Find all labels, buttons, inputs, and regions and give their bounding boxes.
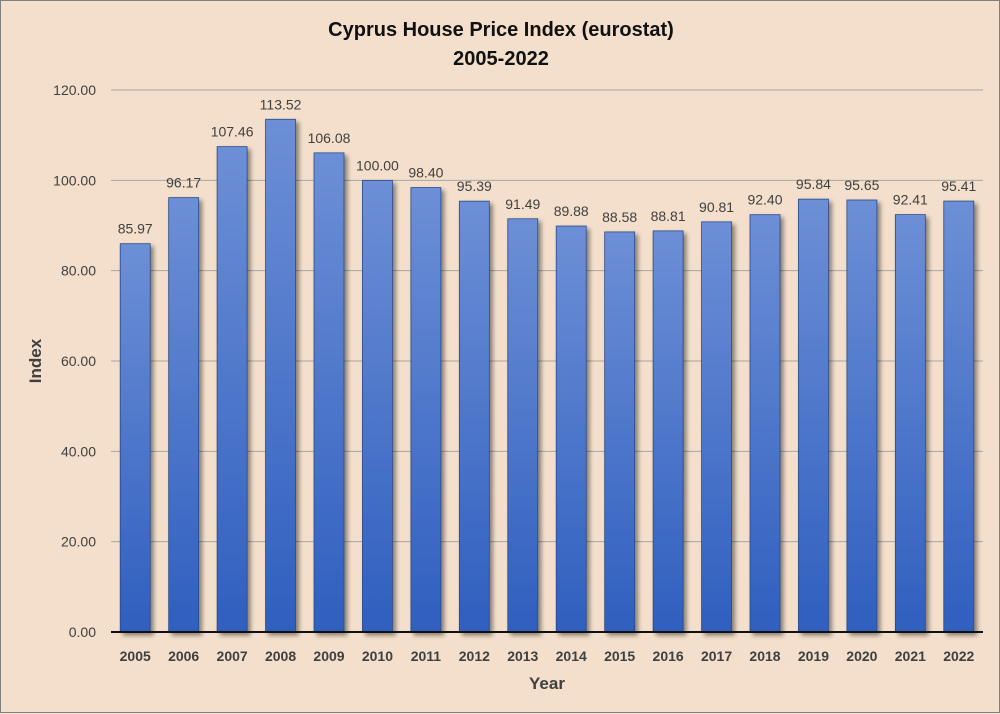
data-label-2021: 92.41 (893, 192, 928, 208)
data-label-2022: 95.41 (941, 178, 976, 194)
bar-2014 (555, 225, 587, 633)
x-axis-ticks: 2005 2006 2007 2008 2009 2010 2011 2012 2013 2014… (120, 648, 975, 664)
data-label-2011: 98.40 (408, 165, 443, 181)
bar-2013 (507, 218, 539, 633)
bar-2021 (894, 214, 926, 633)
y-axis-title: Index (26, 338, 45, 383)
x-tick-label-2015: 2015 (604, 648, 635, 664)
x-tick-label-2019: 2019 (798, 648, 829, 664)
data-label-2008: 113.52 (260, 96, 302, 112)
x-tick-label-2007: 2007 (217, 648, 248, 664)
data-label-2012: 95.39 (457, 178, 492, 194)
chart-subtitle: 2005-2022 (453, 48, 549, 70)
data-labels: 85.97 96.17 107.46 113.52 106.08 100.00 98.40 9… (118, 96, 977, 236)
bar-2011 (410, 187, 442, 633)
data-label-2018: 92.40 (747, 192, 782, 208)
bars (119, 118, 975, 633)
y-tick-label: 40.00 (61, 443, 96, 459)
bar-2016 (652, 230, 684, 633)
y-tick-label: 120.00 (53, 82, 96, 98)
data-label-2017: 90.81 (699, 199, 734, 215)
x-tick-label-2009: 2009 (313, 648, 344, 664)
bar-2015 (604, 231, 636, 633)
x-tick-label-2018: 2018 (749, 648, 780, 664)
x-tick-label-2016: 2016 (653, 648, 684, 664)
x-tick-label-2006: 2006 (168, 648, 199, 664)
data-label-2015: 88.58 (602, 209, 637, 225)
x-tick-label-2011: 2011 (411, 648, 442, 664)
data-label-2007: 107.46 (211, 124, 254, 140)
x-tick-label-2020: 2020 (846, 648, 877, 664)
bar-2012 (458, 200, 490, 633)
y-tick-label: 0.00 (69, 624, 96, 640)
bar-2006 (168, 197, 200, 633)
bar-2009 (313, 152, 345, 633)
x-axis-title: Year (529, 674, 565, 693)
x-tick-label-2014: 2014 (556, 648, 587, 664)
bar-2005 (119, 243, 151, 633)
x-tick-label-2022: 2022 (943, 648, 974, 664)
x-tick-label-2021: 2021 (895, 648, 926, 664)
y-tick-label: 60.00 (61, 353, 96, 369)
chart-title: Cyprus House Price Index (eurostat) (328, 19, 674, 41)
bar-2019 (798, 198, 829, 633)
x-tick-label-2017: 2017 (701, 648, 732, 664)
data-label-2020: 95.65 (844, 177, 879, 193)
data-label-2005: 85.97 (118, 221, 153, 237)
gridlines (111, 89, 983, 543)
data-label-2016: 88.81 (651, 208, 686, 224)
data-label-2009: 106.08 (308, 130, 351, 146)
data-label-2014: 89.88 (554, 203, 589, 219)
data-label-2010: 100.00 (356, 157, 399, 173)
x-tick-label-2010: 2010 (362, 648, 393, 664)
y-tick-label: 20.00 (61, 534, 96, 550)
data-label-2013: 91.49 (505, 196, 540, 212)
bar-2020 (846, 199, 878, 633)
bar-2010 (362, 179, 393, 633)
data-label-2019: 95.84 (796, 176, 831, 192)
data-label-2006: 96.17 (166, 175, 201, 191)
bar-2017 (701, 221, 732, 633)
bar-2008 (265, 118, 296, 633)
bar-2022 (943, 200, 975, 633)
y-axis-ticks: 0.00 20.00 40.00 60.00 80.00 100.00 120.00 (53, 82, 96, 640)
bar-2007 (216, 146, 248, 633)
x-tick-label-2005: 2005 (120, 648, 151, 664)
y-tick-label: 100.00 (53, 172, 96, 188)
x-tick-label-2012: 2012 (459, 648, 490, 664)
x-tick-label-2008: 2008 (265, 648, 296, 664)
x-tick-label-2013: 2013 (507, 648, 538, 664)
y-tick-label: 80.00 (61, 263, 96, 279)
bar-2018 (749, 214, 781, 633)
